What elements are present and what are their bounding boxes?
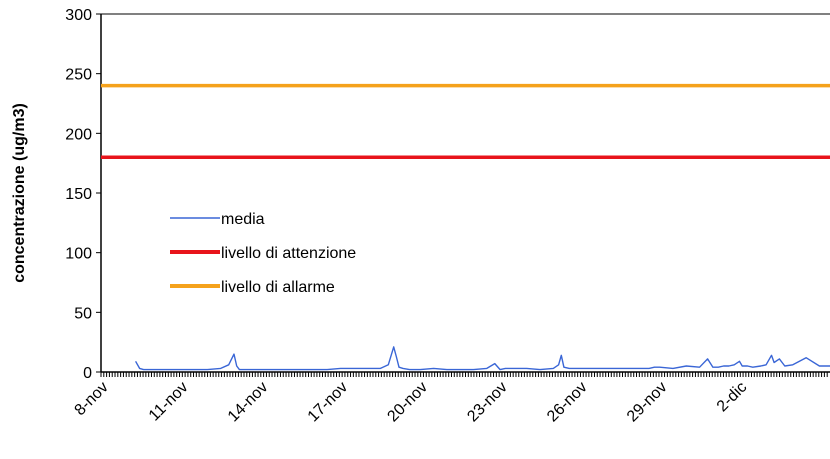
series-layer <box>101 83 830 371</box>
x-tick-label: 17-nov <box>305 379 352 426</box>
y-tick-label: 100 <box>65 246 92 263</box>
x-tick-label: 26-nov <box>544 379 591 426</box>
x-tick-label: 29-nov <box>624 379 671 426</box>
y-tick-label: 200 <box>65 126 92 143</box>
y-ticks: 0 50 100 150 200 250 300 <box>65 7 101 382</box>
y-axis-title: concentrazione (ug/m3) <box>11 103 28 283</box>
x-minor-tick-marks <box>100 372 828 377</box>
plot-area: 0 50 100 150 200 250 300 8-nov 11-nov 14-nov 17-n… <box>65 7 830 425</box>
x-tick-label: 2-dic <box>714 379 751 416</box>
legend: media livello di attenzione livello di a… <box>170 211 356 296</box>
x-tick-label: 8-nov <box>72 379 112 419</box>
y-tick-label: 250 <box>65 67 92 84</box>
x-tick-label: 20-nov <box>384 379 431 426</box>
legend-label-attenzione: livello di attenzione <box>221 245 356 262</box>
x-minor-ticks <box>100 372 828 377</box>
y-tick-label: 50 <box>74 305 92 322</box>
legend-label-allarme: livello di allarme <box>221 279 335 296</box>
series-line-media <box>134 346 830 371</box>
y-tick-label: 300 <box>65 7 92 24</box>
x-tick-label: 14-nov <box>225 379 272 426</box>
legend-label-media: media <box>221 211 265 228</box>
x-tick-label: 23-nov <box>464 379 511 426</box>
x-ticks: 8-nov 11-nov 14-nov 17-nov 20-nov 23-nov 26-no… <box>72 379 751 426</box>
y-tick-label: 0 <box>83 365 92 382</box>
x-tick-label: 11-nov <box>146 379 192 425</box>
y-tick-label: 150 <box>65 186 92 203</box>
